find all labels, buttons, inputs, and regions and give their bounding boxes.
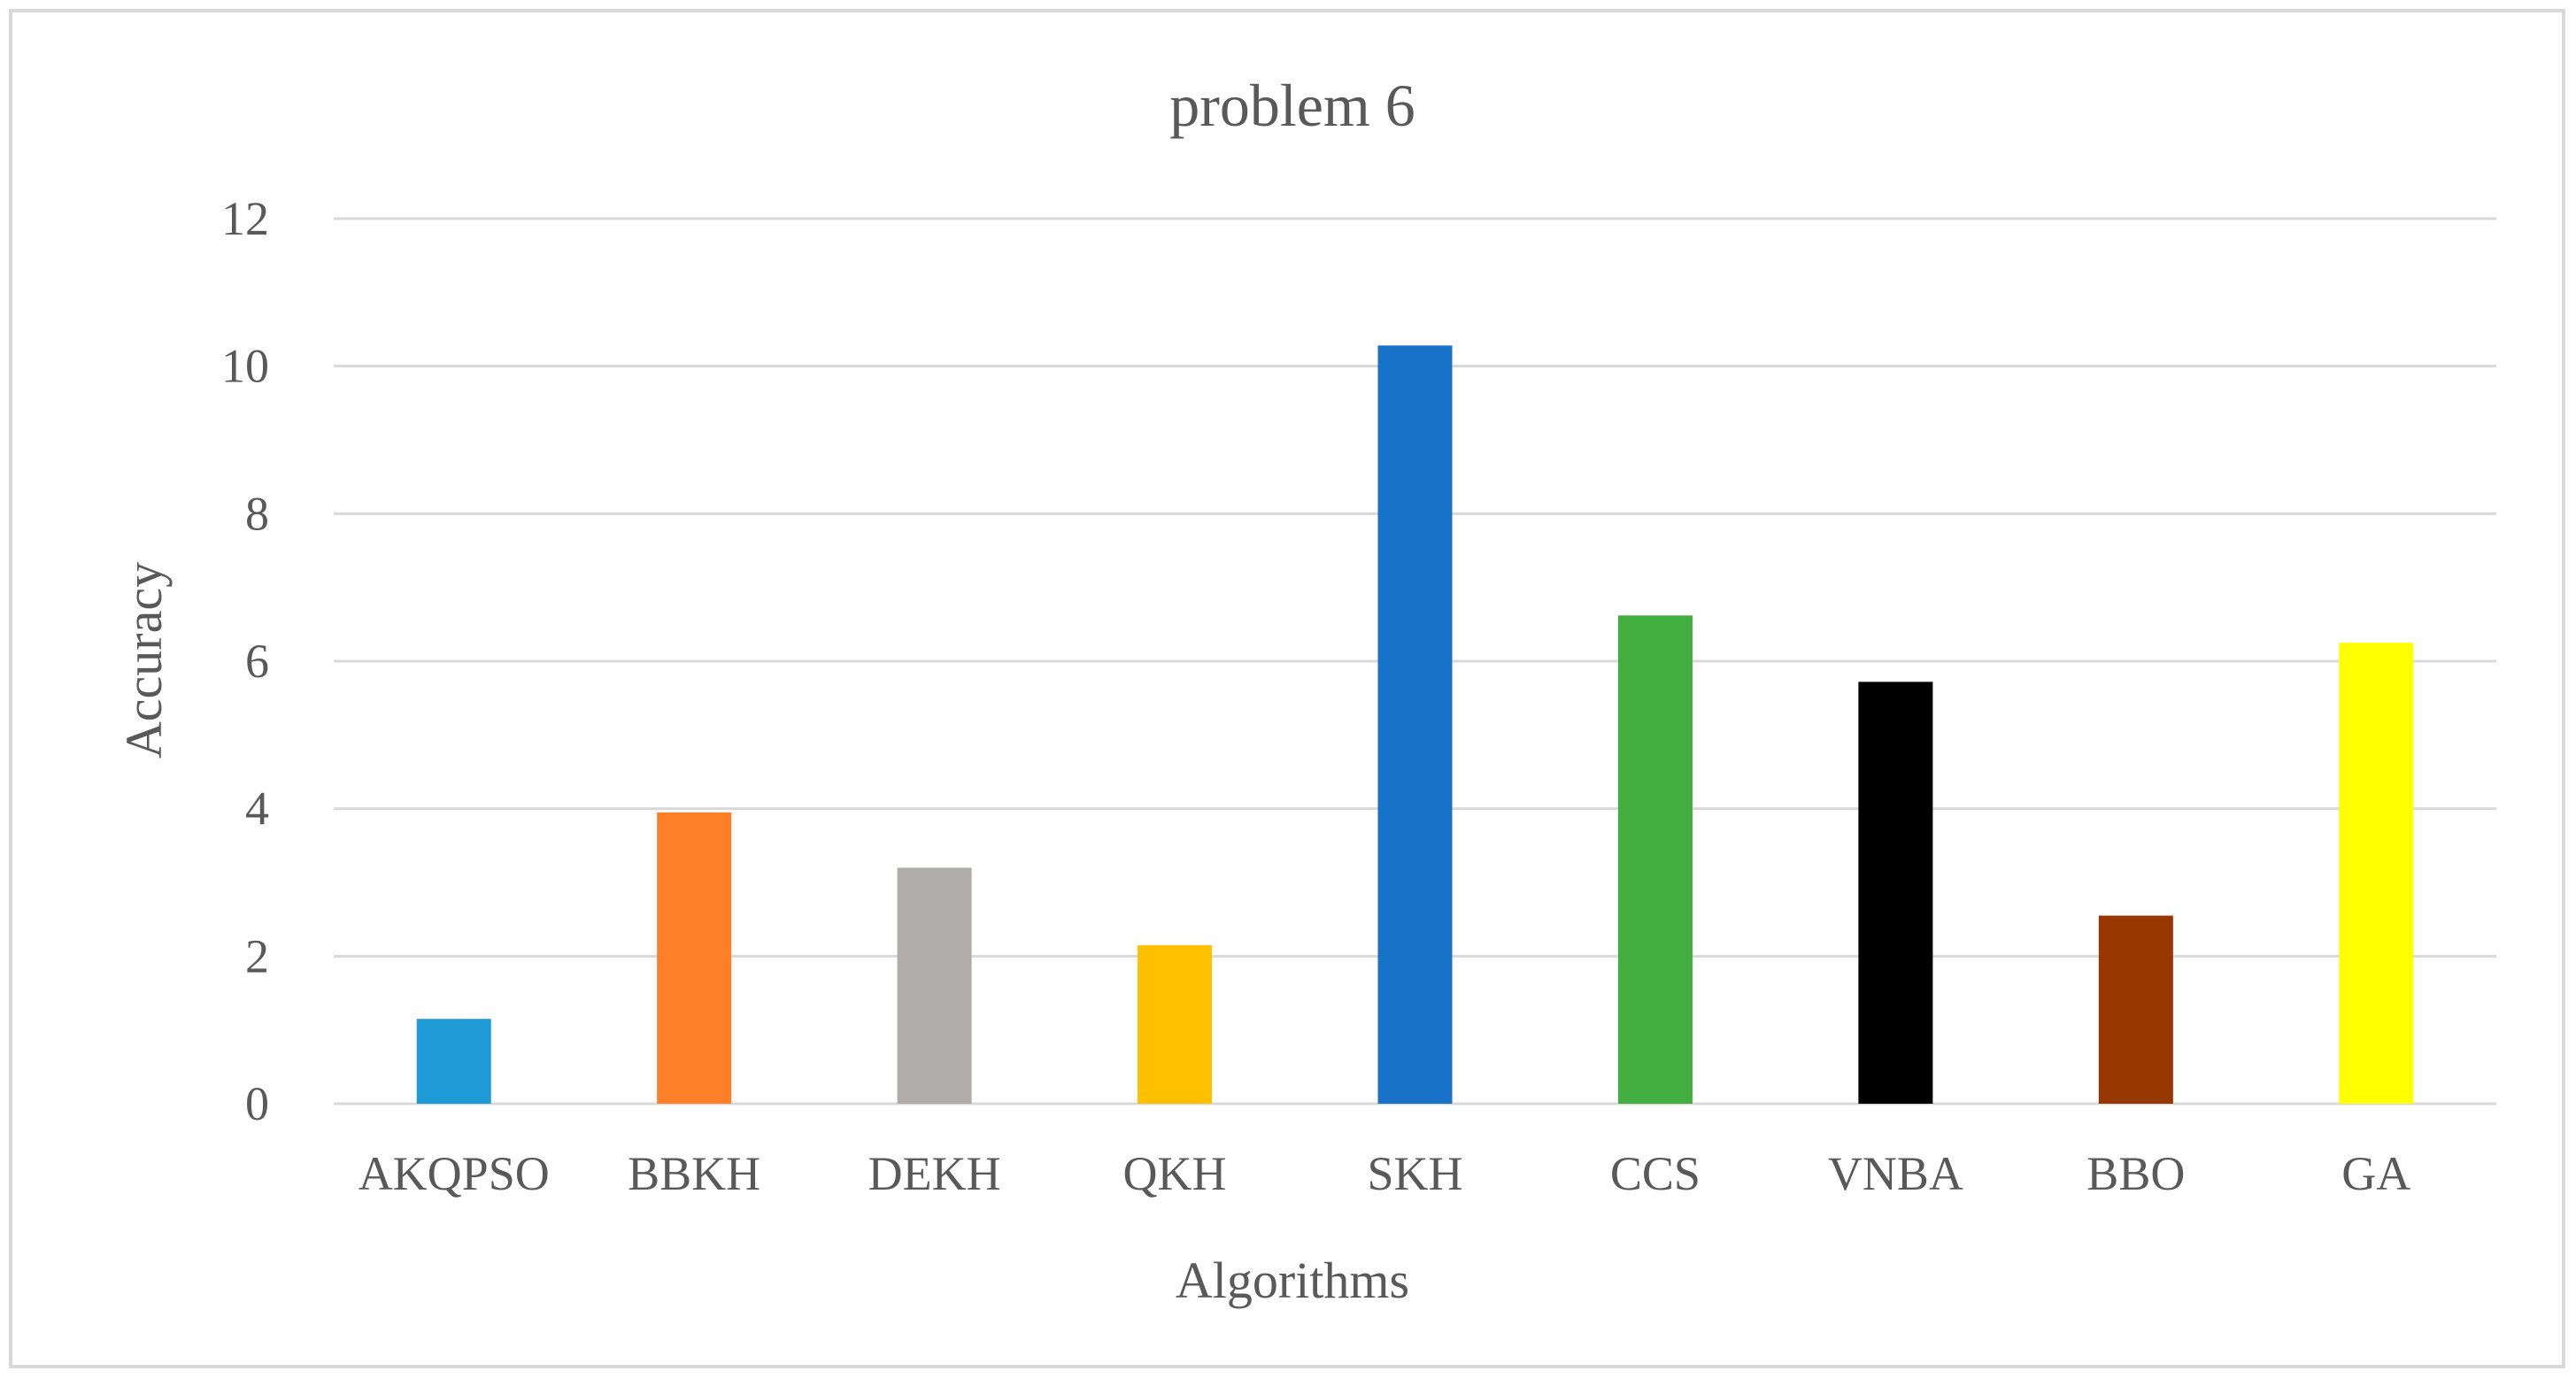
bar-akqpso	[416, 1019, 491, 1104]
x-axis-title: Algorithms	[1176, 1252, 1409, 1309]
bar-ga	[2339, 643, 2414, 1104]
x-tick-label-skh: SKH	[1367, 1147, 1462, 1200]
bar-qkh	[1138, 944, 1213, 1104]
x-tick-label-qkh: QKH	[1123, 1147, 1227, 1200]
y-axis-ticks: 0 2 4 6 8 10 12	[221, 192, 269, 1130]
bar-vnba	[1858, 682, 1933, 1104]
y-axis-title: Accuracy	[115, 562, 173, 759]
bar-chart: problem 6 0 2 4 6 8 10 12 AKQPSO BBKH DEKH QKH SKH…	[115, 72, 2496, 1309]
y-tick-label: 8	[245, 487, 269, 540]
bar-skh	[1377, 345, 1453, 1104]
bars	[416, 345, 2414, 1104]
y-tick-label: 6	[245, 635, 269, 688]
bar-bbkh	[657, 812, 732, 1104]
x-tick-label-bbkh: BBKH	[628, 1147, 760, 1200]
y-tick-label: 12	[221, 192, 269, 245]
x-tick-label-bbo: BBO	[2086, 1147, 2185, 1200]
y-tick-label: 4	[245, 782, 269, 836]
chart-title: problem 6	[1169, 72, 1415, 139]
y-tick-label: 0	[245, 1077, 269, 1130]
x-tick-label-ccs: CCS	[1610, 1147, 1701, 1200]
x-tick-label-dekh: DEKH	[868, 1147, 1001, 1200]
x-axis-ticks: AKQPSO BBKH DEKH QKH SKH CCS VNBA BBO GA	[359, 1147, 2411, 1200]
bar-ccs	[1617, 615, 1693, 1104]
y-tick-label: 10	[221, 340, 269, 393]
x-tick-label-ga: GA	[2341, 1147, 2410, 1200]
chart-frame: problem 6 0 2 4 6 8 10 12 AKQPSO BBKH DEKH QKH SKH…	[9, 9, 2565, 1368]
y-tick-label: 2	[245, 929, 269, 982]
x-tick-label-vnba: VNBA	[1828, 1147, 1963, 1200]
bar-bbo	[2098, 915, 2173, 1104]
x-tick-label-akqpso: AKQPSO	[359, 1147, 550, 1200]
bar-dekh	[897, 867, 972, 1104]
